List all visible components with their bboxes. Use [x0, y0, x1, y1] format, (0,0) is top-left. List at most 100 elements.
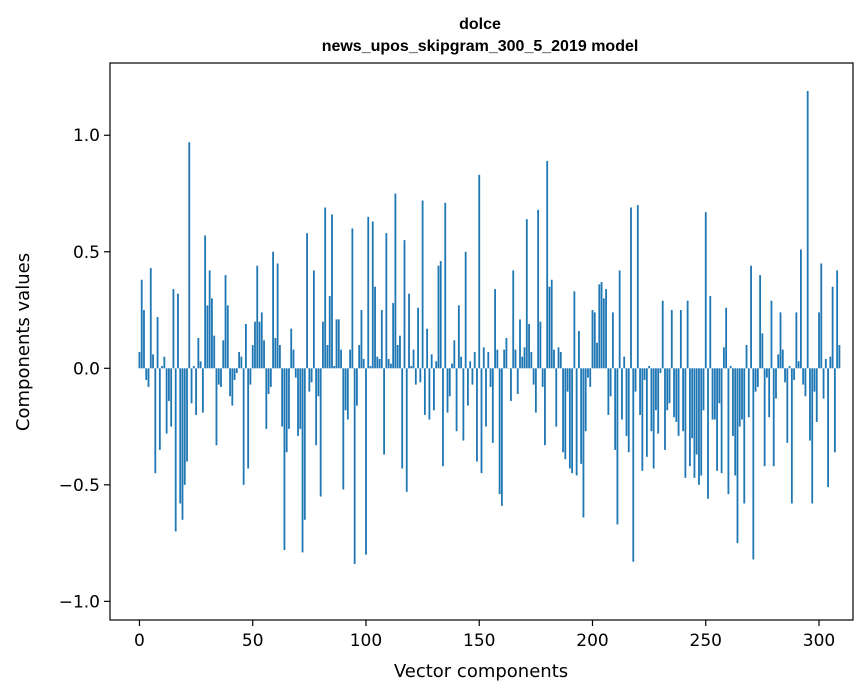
bar-263	[734, 368, 737, 476]
bar-228	[655, 368, 657, 411]
bar-82	[324, 207, 327, 369]
bar-280	[772, 368, 775, 467]
bar-241	[684, 368, 687, 478]
bar-30	[206, 305, 209, 369]
bar-113	[394, 193, 397, 369]
bar-304	[827, 368, 829, 488]
bar-278	[768, 368, 771, 418]
bar-49	[249, 368, 252, 385]
bar-198	[587, 368, 589, 378]
bar-295	[806, 90, 809, 369]
bar-170	[523, 347, 526, 369]
bar-142	[460, 356, 463, 369]
bar-153	[485, 368, 487, 427]
bar-56	[265, 368, 268, 429]
bar-60	[274, 338, 277, 369]
bar-177	[539, 321, 542, 369]
bar-297	[811, 368, 814, 504]
bar-79	[317, 368, 320, 397]
bar-271	[752, 368, 755, 560]
bar-108	[383, 368, 385, 455]
bar-111	[389, 363, 392, 369]
x-tick-label: 200	[576, 631, 608, 651]
bar-83	[326, 345, 329, 369]
bar-266	[741, 368, 743, 420]
bar-130	[433, 368, 435, 411]
bar-154	[487, 351, 490, 369]
bar-136	[446, 368, 449, 413]
bar-116	[401, 368, 404, 469]
bar-61	[276, 263, 279, 369]
bar-299	[815, 368, 818, 422]
bar-264	[736, 368, 739, 544]
bar-274	[759, 275, 762, 369]
bar-192	[573, 291, 576, 369]
bar-139	[453, 340, 456, 369]
bar-47	[245, 324, 247, 369]
bar-41	[231, 368, 234, 406]
bar-160	[500, 368, 503, 506]
bar-191	[571, 368, 574, 474]
bar-238	[677, 368, 680, 436]
bar-13	[167, 368, 170, 401]
bar-206	[605, 289, 607, 369]
bar-15	[172, 289, 175, 369]
bar-103	[371, 221, 374, 369]
bar-38	[224, 275, 227, 369]
bar-6	[152, 354, 154, 369]
bar-184	[555, 368, 558, 427]
bar-171	[525, 219, 528, 369]
bar-203	[598, 284, 601, 369]
bar-84	[328, 296, 331, 369]
bar-162	[505, 338, 508, 369]
bar-269	[747, 368, 750, 418]
bar-122	[414, 368, 417, 385]
bar-215	[625, 368, 628, 436]
bar-309	[838, 345, 841, 369]
bar-58	[269, 368, 272, 387]
bar-104	[374, 286, 376, 369]
bar-195	[580, 368, 583, 464]
bar-7	[154, 368, 157, 474]
bar-137	[448, 368, 451, 397]
y-axis-label: Components values	[13, 253, 34, 431]
bar-35	[217, 368, 220, 385]
bar-258	[722, 347, 725, 369]
bar-257	[720, 368, 723, 474]
x-tick-label: 250	[690, 631, 722, 651]
bar-29	[204, 235, 207, 369]
bar-89	[340, 349, 342, 369]
bar-249	[702, 368, 705, 411]
bar-3	[145, 368, 148, 380]
bar-181	[548, 286, 551, 369]
bar-158	[496, 349, 499, 369]
bar-179	[544, 368, 546, 446]
bar-305	[829, 356, 832, 369]
bar-251	[707, 368, 709, 499]
bar-39	[226, 305, 229, 369]
bar-71	[299, 368, 302, 429]
bar-287	[788, 365, 791, 369]
bar-40	[229, 368, 231, 397]
bar-222	[641, 368, 644, 471]
bar-149	[476, 368, 478, 462]
bar-77	[312, 270, 315, 369]
bar-73	[303, 368, 306, 520]
bar-92	[346, 368, 349, 420]
bar-279	[770, 300, 773, 369]
bar-176	[537, 209, 540, 369]
bar-17	[177, 293, 179, 369]
bar-96	[356, 368, 358, 406]
bar-128	[428, 368, 431, 420]
bar-250	[704, 212, 707, 369]
bar-132	[437, 265, 440, 369]
bar-62	[278, 345, 281, 369]
bar-294	[804, 368, 807, 397]
bar-183	[553, 349, 555, 369]
bar-227	[652, 368, 655, 469]
bar-121	[412, 349, 415, 369]
bar-50	[251, 345, 254, 369]
bar-156	[491, 368, 494, 443]
bar-14	[170, 368, 173, 427]
bar-54	[260, 312, 263, 369]
